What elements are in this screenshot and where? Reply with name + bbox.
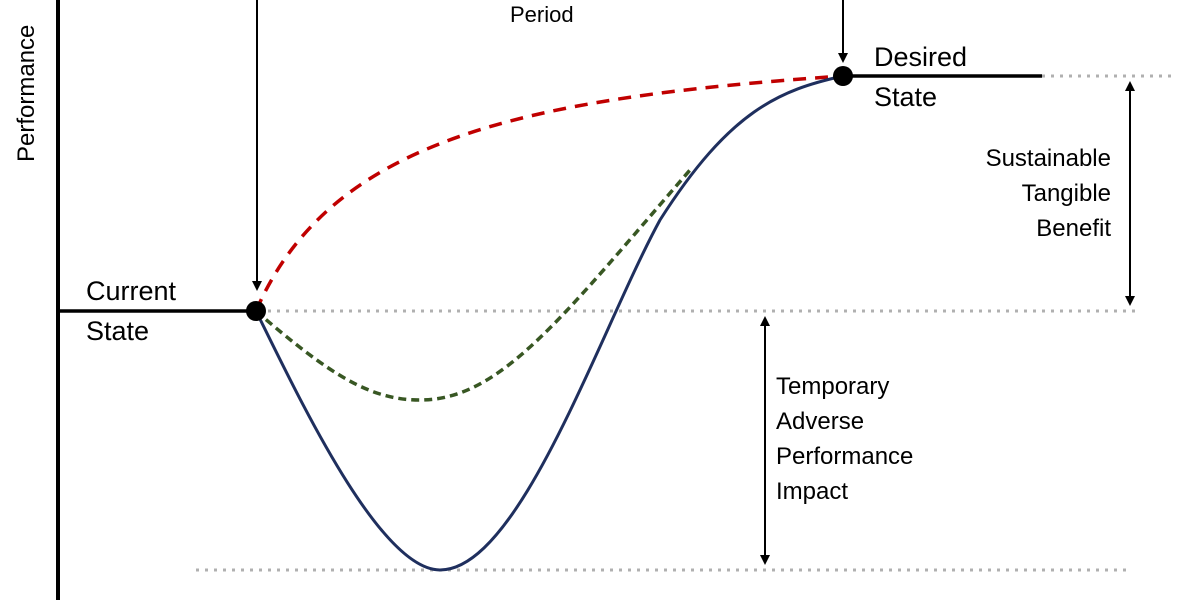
adverse-impact-label-line-2: Adverse xyxy=(776,408,864,435)
sustainable-benefit-label-line-1: Sustainable xyxy=(986,145,1111,172)
current-state-label-line-2: State xyxy=(86,316,149,346)
current-state-label-line-1: Current xyxy=(86,276,177,306)
ideal-curve xyxy=(254,74,844,312)
current-state-point xyxy=(246,301,266,321)
desired-state-label-line-1: Desired xyxy=(874,42,967,72)
adverse-impact-label-line-4: Impact xyxy=(776,478,848,505)
sustainable-benefit-label-line-3: Benefit xyxy=(1036,215,1111,242)
sustainable-benefit-label-line-2: Tangible xyxy=(1022,180,1111,207)
y-axis-label: Performance xyxy=(13,25,40,162)
moderate-dip-curve xyxy=(254,168,692,402)
desired-state-label-line-2: State xyxy=(874,82,937,112)
adverse-impact-label-line-3: Performance xyxy=(776,443,913,470)
actual-performance-curve xyxy=(254,74,844,572)
adverse-impact-label-line-1: Temporary xyxy=(776,373,889,400)
desired-state-point xyxy=(833,66,853,86)
period-label: Period xyxy=(510,2,574,27)
